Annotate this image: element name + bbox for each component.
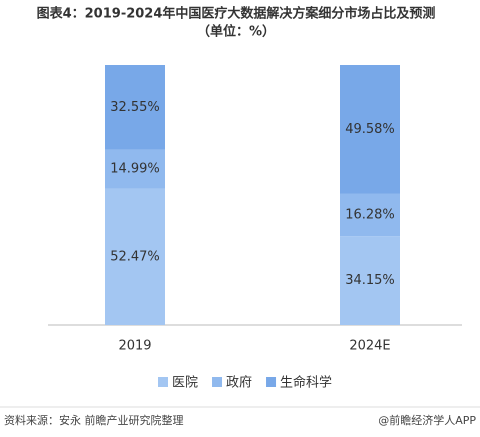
legend-label: 政府 [226, 376, 252, 391]
bar-segment [105, 149, 165, 189]
chart-title: 图表4：2019-2024年中国医疗大数据解决方案细分市场占比及预测 [37, 6, 436, 22]
bar-segment [105, 65, 165, 150]
legend-swatch [212, 377, 223, 387]
bar-segment [340, 65, 400, 194]
legend-swatch [158, 377, 168, 387]
value-label: 16.28% [345, 208, 395, 223]
bar-segment [105, 188, 165, 325]
chart-subtitle: （单位：%） [197, 24, 275, 40]
bar-segment [340, 193, 400, 237]
value-label: 49.58% [345, 122, 395, 137]
value-label: 32.55% [110, 100, 160, 115]
legend-label: 医院 [172, 376, 198, 391]
value-label: 34.15% [345, 273, 395, 288]
x-tick-label: 2024E [349, 339, 390, 354]
bar-segment [340, 236, 400, 325]
legend-label: 生命科学 [280, 375, 332, 391]
credit: @前瞻经济学人APP [378, 413, 476, 427]
source: 资料来源：安永 前瞻产业研究院整理 [4, 413, 184, 427]
x-tick-label: 2019 [118, 339, 151, 354]
value-label: 52.47% [110, 249, 160, 264]
value-label: 14.99% [110, 162, 160, 177]
legend-swatch [266, 377, 277, 387]
